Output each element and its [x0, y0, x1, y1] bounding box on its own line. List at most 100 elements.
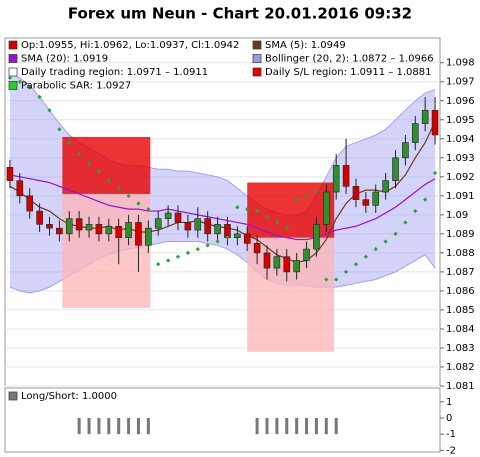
candle-body	[421, 109, 429, 124]
y-tick-label: 1.084	[446, 324, 475, 335]
sar-dot	[274, 220, 279, 225]
sar-dot	[343, 269, 349, 275]
candle-body	[234, 233, 241, 238]
sma-line	[9, 174, 436, 241]
sar-dot	[353, 262, 359, 267]
candle-body	[36, 210, 43, 225]
sar-dot	[225, 235, 230, 240]
legend-swatch	[252, 67, 262, 77]
candle-body	[382, 180, 389, 193]
sar-dot	[116, 186, 121, 191]
candle-body	[75, 218, 83, 231]
candle-body	[273, 256, 281, 269]
sar-dot	[324, 277, 329, 282]
y-tick-label: 1.083	[446, 343, 475, 354]
y-tick-label: 0	[446, 413, 452, 424]
sar-dot	[383, 239, 388, 244]
bar	[146, 417, 150, 435]
sar-dot	[413, 208, 418, 214]
bar	[117, 417, 121, 435]
candle-body	[145, 227, 152, 246]
sar-dot	[284, 226, 289, 231]
bar	[265, 417, 269, 435]
legend-label: Long/Short: 1.0000	[21, 391, 117, 402]
sar-dot	[215, 239, 220, 244]
sar-dot	[17, 79, 22, 84]
legend-swatch	[252, 40, 262, 50]
legend-swatch	[8, 81, 18, 90]
y-tick-label: 1.095	[446, 115, 475, 126]
candle-body	[65, 218, 73, 235]
y-tick-label: 1.087	[446, 267, 475, 278]
legend-swatch	[8, 67, 18, 77]
candle-body	[204, 218, 211, 235]
chart-title: Forex um Neun - Chart 20.01.2016 09:32	[68, 5, 412, 23]
legend-label: SMA (5): 1.0949	[265, 40, 346, 51]
candle-body	[105, 225, 113, 235]
candle-body	[352, 186, 360, 200]
sar-dot	[126, 193, 131, 198]
y-tick-label: 1.092	[446, 172, 475, 183]
y-tick-label: 1.085	[446, 305, 475, 316]
trading-region	[62, 136, 151, 194]
bar	[97, 417, 101, 435]
legend-swatch	[252, 54, 262, 63]
y-tick-label: -2	[446, 445, 456, 456]
sar-dot	[264, 214, 270, 219]
sar-dot	[373, 246, 378, 252]
bar	[305, 417, 309, 435]
candle-body	[323, 191, 330, 225]
bar	[295, 417, 299, 435]
sar-dot	[254, 208, 260, 214]
candle-body	[85, 224, 93, 231]
candle-body	[6, 167, 14, 181]
candle-body	[164, 212, 172, 219]
y-tick-label: 1	[446, 397, 452, 408]
candle-body	[253, 243, 261, 254]
sar-dot	[77, 151, 82, 157]
bar	[324, 417, 328, 435]
bar	[127, 417, 131, 435]
sar-dot	[245, 207, 250, 212]
y-tick-label: 1.09	[446, 210, 468, 221]
sar-dot	[96, 168, 102, 174]
candle-body	[293, 260, 300, 273]
sar-dot	[363, 254, 368, 259]
candle-body	[115, 225, 122, 238]
candle-body	[372, 191, 380, 206]
legend-swatch	[8, 54, 18, 63]
sar-dot	[334, 277, 339, 282]
candle-body	[332, 165, 340, 193]
candle-body	[174, 212, 182, 223]
legend-label: SMA (20): 1.0919	[21, 54, 108, 65]
candle-body	[135, 222, 142, 246]
sar-dot	[156, 262, 161, 267]
bar	[275, 417, 279, 435]
candle-body	[431, 109, 439, 136]
y-tick-label: 1.086	[446, 286, 475, 297]
candle-body	[125, 222, 132, 238]
sar-dot	[304, 193, 309, 198]
bar	[314, 417, 318, 435]
y-tick-label: 1.096	[446, 96, 475, 107]
sar-dot	[185, 250, 191, 256]
y-tick-label: 1.097	[446, 77, 475, 88]
sl-region	[247, 237, 335, 352]
legend-label: Daily trading region: 1.0971 – 1.0911	[21, 67, 208, 78]
bar	[77, 417, 81, 435]
candle-body	[214, 224, 221, 235]
candle-body	[16, 180, 24, 197]
sar-dot	[37, 94, 42, 100]
sar-dot	[57, 127, 62, 132]
y-tick-label: 1.098	[446, 58, 475, 69]
candle-body	[243, 233, 251, 244]
lower-panel	[4, 387, 441, 453]
legend-swatch	[8, 391, 18, 401]
sar-dot	[205, 243, 210, 248]
candle-body	[56, 227, 63, 235]
candle-body	[194, 218, 202, 231]
candle-body	[95, 224, 103, 235]
sar-dot	[294, 197, 299, 202]
